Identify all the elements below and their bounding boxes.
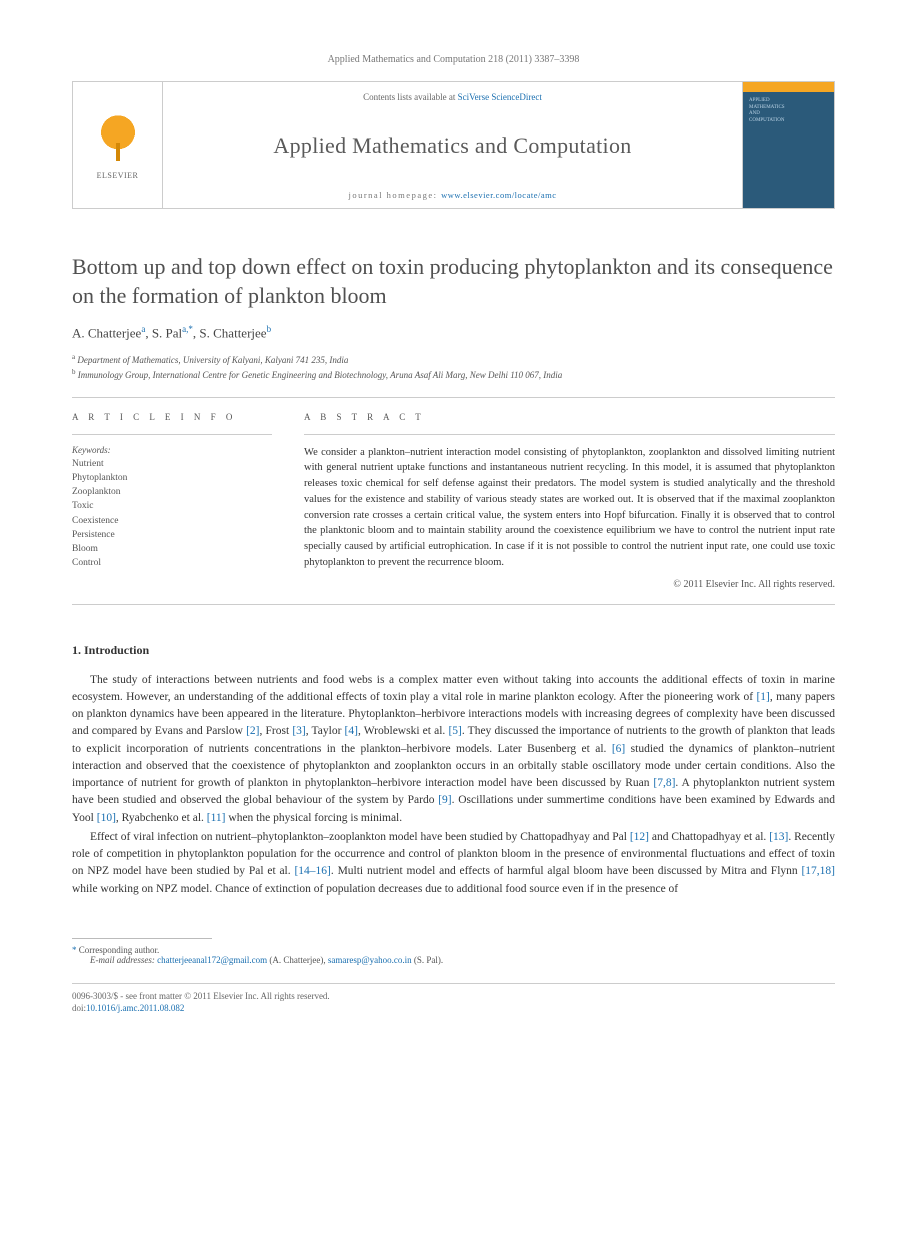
footnote-divider <box>72 938 212 939</box>
authors-line: A. Chatterjeea, S. Pala,*, S. Chatterjee… <box>72 324 835 341</box>
cover-accent <box>743 82 834 92</box>
abstract-label: A B S T R A C T <box>304 412 835 422</box>
divider <box>72 397 835 398</box>
keyword: Nutrient <box>72 457 272 471</box>
footer-doi-line: doi:10.1016/j.amc.2011.08.082 <box>72 1002 835 1015</box>
star-icon: * <box>72 945 77 955</box>
email-link[interactable]: chatterjeeanal172@gmail.com <box>157 955 267 965</box>
affiliation-a: a Department of Mathematics, University … <box>72 352 835 368</box>
ref-link[interactable]: [11] <box>207 812 226 824</box>
ref-link[interactable]: [3] <box>292 725 305 737</box>
footer: 0096-3003/$ - see front matter © 2011 El… <box>72 983 835 1015</box>
ref-link[interactable]: [13] <box>769 831 788 843</box>
author-1-aff: a <box>141 324 145 334</box>
author-1: A. Chatterjee <box>72 326 141 341</box>
ref-link[interactable]: [4] <box>345 725 358 737</box>
contents-line: Contents lists available at SciVerse Sci… <box>363 92 542 102</box>
keywords-list: Nutrient Phytoplankton Zooplankton Toxic… <box>72 457 272 571</box>
doi-link[interactable]: 10.1016/j.amc.2011.08.082 <box>86 1003 184 1013</box>
keyword: Bloom <box>72 542 272 556</box>
keyword: Phytoplankton <box>72 471 272 485</box>
abstract-copyright: © 2011 Elsevier Inc. All rights reserved… <box>304 579 835 590</box>
keyword: Toxic <box>72 499 272 513</box>
elsevier-label: ELSEVIER <box>97 171 139 180</box>
intro-paragraph-1: The study of interactions between nutrie… <box>72 672 835 827</box>
article-info-label: A R T I C L E I N F O <box>72 412 272 422</box>
ref-link[interactable]: [17,18] <box>801 865 835 877</box>
affiliation-b: b Immunology Group, International Centre… <box>72 367 835 383</box>
ref-link[interactable]: [6] <box>612 743 625 755</box>
keyword: Zooplankton <box>72 485 272 499</box>
abstract-text: We consider a plankton–nutrient interact… <box>304 434 835 571</box>
elsevier-logo: ELSEVIER <box>73 82 163 208</box>
footer-front-matter: 0096-3003/$ - see front matter © 2011 El… <box>72 990 835 1003</box>
homepage-link[interactable]: www.elsevier.com/locate/amc <box>441 190 556 200</box>
ref-link[interactable]: [12] <box>630 831 649 843</box>
divider <box>72 604 835 605</box>
corresponding-note: * Corresponding author. <box>72 945 835 955</box>
journal-reference: Applied Mathematics and Computation 218 … <box>72 54 835 65</box>
ref-link[interactable]: [14–16] <box>294 865 330 877</box>
ref-link[interactable]: [10] <box>97 812 116 824</box>
ref-link[interactable]: [5] <box>448 725 461 737</box>
article-info-column: A R T I C L E I N F O Keywords: Nutrient… <box>72 412 272 590</box>
ref-link[interactable]: [1] <box>756 691 769 703</box>
keywords-label: Keywords: <box>72 434 272 455</box>
author-3-aff: b <box>267 324 272 334</box>
email-line: E-mail addresses: chatterjeeanal172@gmai… <box>72 955 835 965</box>
journal-title-masthead: Applied Mathematics and Computation <box>273 133 631 159</box>
contents-prefix: Contents lists available at <box>363 92 457 102</box>
affiliations: a Department of Mathematics, University … <box>72 352 835 383</box>
masthead-center: Contents lists available at SciVerse Sci… <box>163 82 742 208</box>
keyword: Control <box>72 556 272 570</box>
elsevier-tree-icon <box>90 111 146 167</box>
email-link[interactable]: samaresp@yahoo.co.in <box>328 955 412 965</box>
sciencedirect-link[interactable]: SciVerse ScienceDirect <box>458 92 542 102</box>
ref-link[interactable]: [2] <box>246 725 259 737</box>
homepage-line: journal homepage: www.elsevier.com/locat… <box>348 190 556 200</box>
email-label: E-mail addresses: <box>90 955 155 965</box>
section-1-heading: 1. Introduction <box>72 643 835 658</box>
keyword: Coexistence <box>72 514 272 528</box>
abstract-column: A B S T R A C T We consider a plankton–n… <box>304 412 835 590</box>
ref-link[interactable]: [9] <box>438 794 451 806</box>
journal-cover-thumbnail: APPLIED MATHEMATICS AND COMPUTATION <box>742 82 834 208</box>
ref-link[interactable]: [7,8] <box>653 777 675 789</box>
article-title: Bottom up and top down effect on toxin p… <box>72 253 835 310</box>
author-2: S. Pal <box>152 326 182 341</box>
intro-paragraph-2: Effect of viral infection on nutrient–ph… <box>72 829 835 898</box>
cover-text: APPLIED MATHEMATICS AND COMPUTATION <box>749 98 828 124</box>
homepage-prefix: journal homepage: <box>348 190 441 200</box>
author-3: S. Chatterjee <box>199 326 266 341</box>
corresponding-star-icon: * <box>188 324 193 334</box>
keyword: Persistence <box>72 528 272 542</box>
masthead: ELSEVIER Contents lists available at Sci… <box>72 81 835 209</box>
